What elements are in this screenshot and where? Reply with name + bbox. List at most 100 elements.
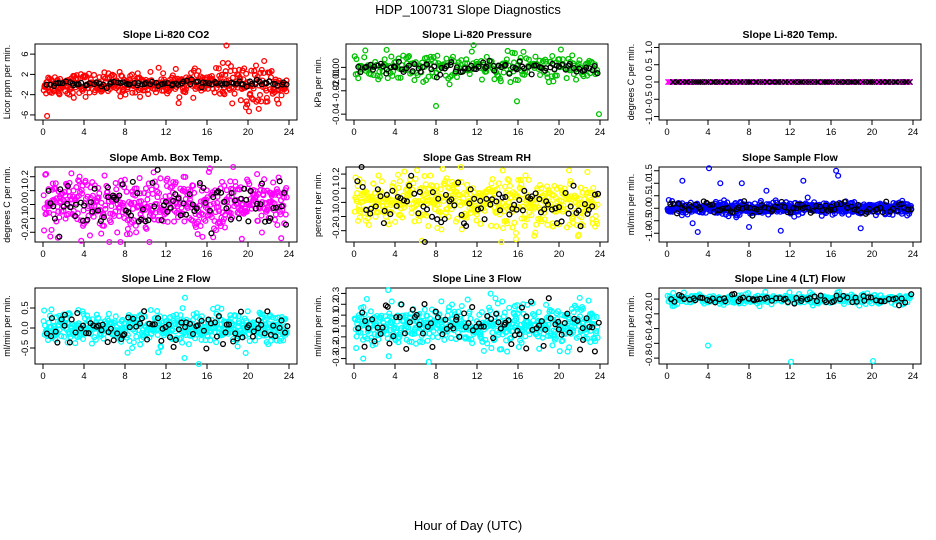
data-points — [40, 294, 291, 368]
reference-point — [208, 230, 215, 237]
reference-point — [453, 64, 460, 71]
data-point — [258, 212, 265, 219]
reference-point — [355, 63, 362, 70]
data-point — [454, 215, 461, 222]
data-point — [489, 329, 496, 336]
reference-point — [149, 179, 156, 186]
data-point — [190, 182, 197, 189]
reference-point — [68, 316, 75, 323]
reference-point — [883, 79, 890, 85]
data-point — [491, 76, 498, 83]
reference-point — [403, 345, 410, 352]
y-tick-label: 0.2 — [331, 167, 342, 180]
y-tick-label: 0.3 — [331, 287, 342, 300]
data-point — [82, 93, 89, 100]
panel-title: Slope Li-820 Temp. — [743, 29, 838, 41]
panel-title: Slope Line 4 (LT) Flow — [735, 273, 846, 285]
reference-point — [709, 79, 716, 85]
reference-point — [116, 192, 123, 199]
reference-point — [91, 185, 98, 192]
y-axis-label: degrees C per min. — [2, 166, 12, 243]
data-point — [175, 100, 182, 107]
data-point — [143, 225, 150, 232]
reference-point — [151, 203, 158, 210]
x-tick-label: 8 — [746, 249, 751, 260]
reference-point — [469, 304, 476, 311]
data-point — [257, 69, 264, 76]
outlier-point — [181, 354, 188, 362]
x-tick-label: 12 — [785, 249, 796, 260]
reference-point — [203, 345, 210, 352]
data-point — [215, 65, 222, 72]
data-point — [221, 182, 228, 189]
x-tick-label: 24 — [595, 371, 606, 382]
reference-point — [223, 205, 230, 212]
data-point — [100, 222, 108, 229]
data-point — [237, 97, 244, 104]
reference-point — [565, 210, 572, 217]
reference-point — [175, 195, 182, 202]
x-tick-label: 12 — [785, 127, 796, 138]
data-point — [395, 184, 402, 191]
x-tick-label: 24 — [908, 371, 919, 382]
data-point — [388, 298, 395, 305]
data-point — [255, 105, 262, 112]
outlier-point — [745, 223, 753, 231]
data-point — [282, 211, 289, 218]
outlier-point — [835, 172, 842, 179]
data-point — [213, 227, 220, 234]
reference-point — [183, 211, 190, 218]
data-point — [361, 54, 368, 61]
data-point — [464, 296, 471, 303]
data-point — [244, 101, 251, 108]
data-point — [392, 218, 399, 225]
data-point — [154, 308, 161, 315]
data-point — [238, 235, 245, 242]
reference-point — [145, 217, 152, 224]
data-point — [90, 71, 98, 78]
x-tick-label: 20 — [867, 127, 878, 138]
data-point — [229, 100, 236, 107]
data-point — [463, 191, 470, 198]
data-point — [511, 219, 518, 226]
data-point — [231, 90, 238, 97]
data-points — [664, 79, 914, 85]
data-point — [473, 217, 480, 224]
y-tick-label: 0.0 — [20, 321, 31, 334]
outlier-point — [245, 108, 253, 115]
reference-point — [461, 65, 469, 72]
data-point — [501, 183, 509, 190]
data-point — [381, 56, 388, 63]
reference-point — [855, 79, 862, 85]
reference-point — [100, 214, 107, 221]
outlier-point — [833, 167, 840, 174]
reference-point — [135, 80, 142, 87]
data-point — [549, 342, 556, 349]
data-point — [363, 296, 370, 303]
data-point — [132, 222, 139, 229]
reference-point — [871, 79, 878, 85]
reference-point — [508, 341, 515, 348]
data-point — [154, 331, 161, 339]
y-axis-label: kPa per min. — [313, 57, 323, 108]
data-point — [121, 176, 128, 183]
x-tick-label: 16 — [513, 249, 524, 260]
outlier-point — [763, 187, 770, 194]
x-tick-label: 0 — [40, 249, 45, 260]
data-point — [494, 186, 501, 193]
data-point — [375, 172, 382, 179]
reference-point — [682, 79, 689, 85]
data-point — [162, 210, 169, 217]
data-point — [277, 197, 285, 204]
data-point — [353, 56, 360, 63]
data-point — [219, 59, 226, 66]
data-point — [254, 171, 261, 178]
data-point — [246, 337, 253, 345]
data-point — [41, 307, 48, 314]
reference-point — [853, 79, 860, 85]
reference-point — [243, 83, 250, 90]
data-point — [126, 230, 133, 237]
data-point — [234, 343, 241, 350]
